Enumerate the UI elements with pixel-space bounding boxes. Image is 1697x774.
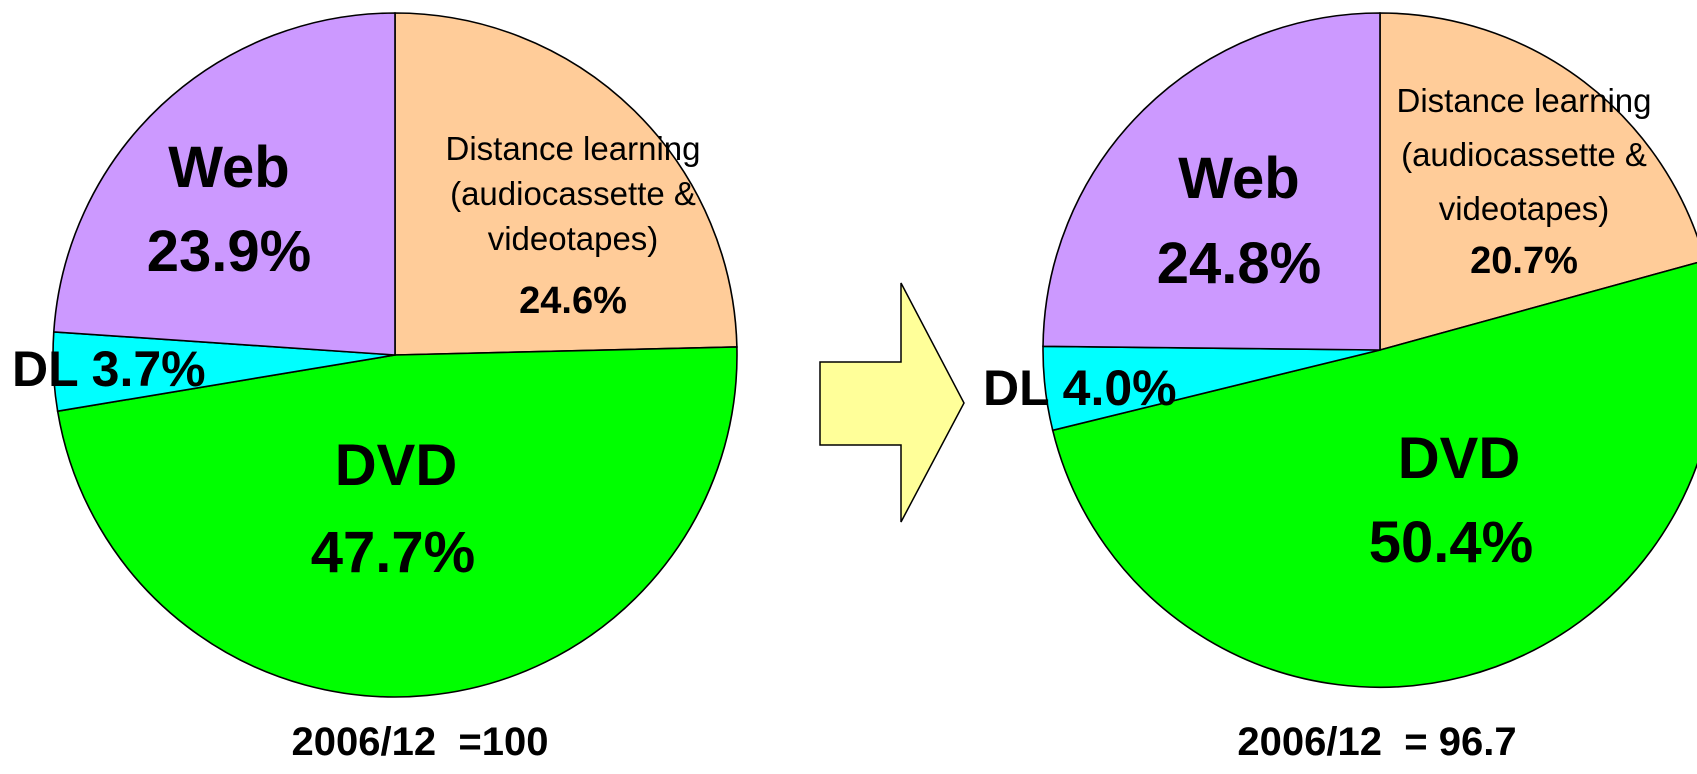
slice-label-distance-learning: (audiocassette & [450, 175, 696, 212]
slice-value-web: 24.8% [1157, 231, 1321, 296]
slice-label-distance-learning: videotapes) [488, 220, 659, 257]
slice-label-web: Web [1178, 146, 1299, 211]
slice-label-dl: DL 4.0% [983, 360, 1177, 416]
pie-slice-web [1042, 12, 1381, 351]
slice-value-web: 23.9% [147, 219, 311, 284]
slice-label-distance-learning: Distance learning [446, 130, 701, 167]
slice-value-distance-learning: 24.6% [519, 280, 627, 322]
pie-slice-web [52, 12, 396, 356]
pie-slice-dvd [1051, 261, 1697, 689]
slice-label-dvd: DVD [1398, 426, 1520, 491]
slice-value-dvd: 47.7% [311, 520, 475, 585]
slice-label-distance-learning: (audiocassette & [1401, 136, 1647, 173]
slice-label-distance-learning: Distance learning [1397, 82, 1652, 119]
slice-value-distance-learning: 20.7% [1470, 240, 1578, 282]
slice-label-dl: DL 3.7% [12, 341, 206, 397]
pie-slice-dvd [56, 346, 738, 698]
pie-chart-before: Distance learning (audiocassette & videota… [12, 12, 738, 764]
right-arrow-icon [819, 282, 965, 523]
pie-chart-after: Distance learning (audiocassette & videota… [983, 12, 1697, 764]
pie-slice-distance-learning [394, 12, 738, 356]
pie-slice-distance-learning [1379, 12, 1697, 352]
slice-label-dvd: DVD [335, 433, 457, 498]
slice-label-web: Web [168, 135, 289, 200]
pie-caption: 2006/12 = 96.7 [1237, 720, 1516, 764]
slice-value-dvd: 50.4% [1369, 510, 1533, 575]
pie-caption: 2006/12 =100 [292, 720, 549, 764]
slice-label-distance-learning: videotapes) [1439, 190, 1610, 227]
